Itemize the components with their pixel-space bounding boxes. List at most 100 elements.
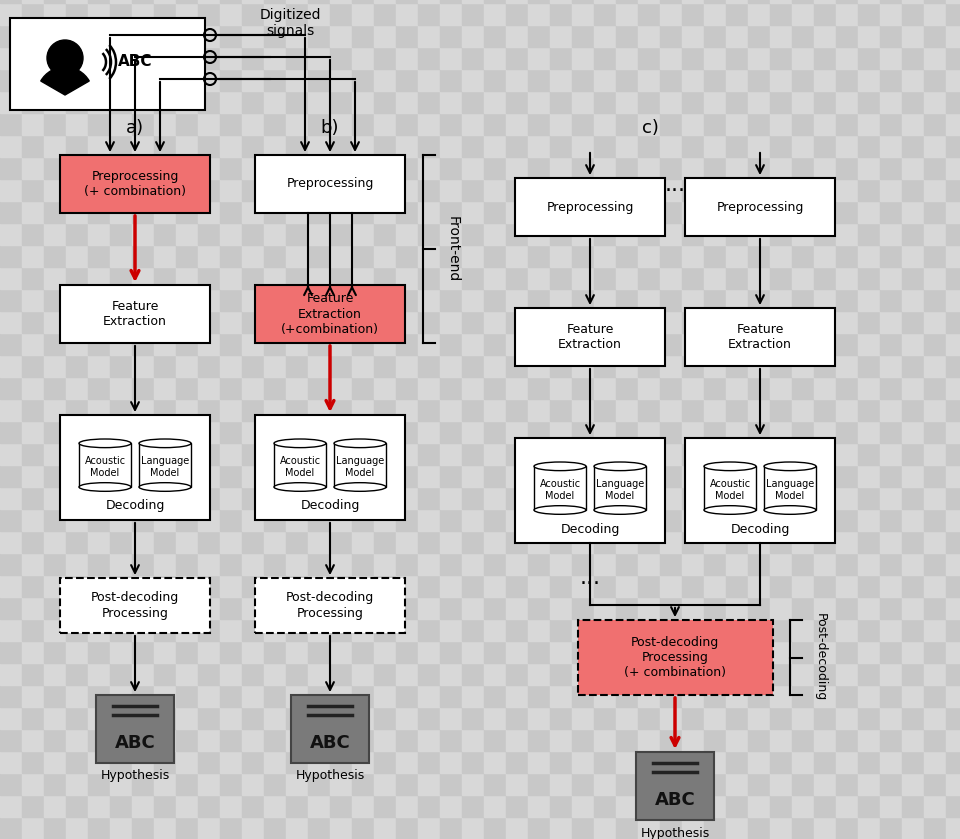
- Bar: [682, 355, 704, 377]
- Bar: [154, 795, 176, 817]
- Bar: [880, 465, 902, 487]
- Bar: [506, 289, 528, 311]
- Bar: [176, 465, 198, 487]
- Bar: [924, 25, 946, 47]
- Bar: [594, 685, 616, 707]
- Bar: [792, 0, 814, 3]
- Bar: [858, 751, 880, 773]
- Bar: [198, 729, 220, 751]
- Bar: [0, 69, 22, 91]
- Bar: [880, 333, 902, 355]
- Bar: [242, 25, 264, 47]
- Bar: [506, 553, 528, 575]
- Bar: [132, 751, 154, 773]
- Text: ABC: ABC: [655, 791, 695, 809]
- Bar: [792, 685, 814, 707]
- Bar: [704, 817, 726, 839]
- Bar: [308, 487, 330, 509]
- Bar: [396, 399, 418, 421]
- Bar: [0, 113, 22, 135]
- Bar: [440, 135, 462, 157]
- Bar: [550, 3, 572, 25]
- Bar: [264, 663, 286, 685]
- Bar: [682, 3, 704, 25]
- Bar: [418, 113, 440, 135]
- Bar: [0, 773, 22, 795]
- Bar: [792, 795, 814, 817]
- Bar: [924, 0, 946, 3]
- Bar: [880, 267, 902, 289]
- Bar: [0, 333, 22, 355]
- Bar: [440, 69, 462, 91]
- Bar: [836, 355, 858, 377]
- Bar: [858, 377, 880, 399]
- Bar: [638, 531, 660, 553]
- Bar: [836, 47, 858, 69]
- Bar: [550, 135, 572, 157]
- Bar: [242, 773, 264, 795]
- Bar: [374, 245, 396, 267]
- Bar: [726, 245, 748, 267]
- Bar: [770, 333, 792, 355]
- Bar: [176, 707, 198, 729]
- Bar: [814, 399, 836, 421]
- Bar: [110, 3, 132, 25]
- Bar: [132, 685, 154, 707]
- Bar: [198, 795, 220, 817]
- Bar: [858, 245, 880, 267]
- Bar: [0, 223, 22, 245]
- Bar: [660, 663, 682, 685]
- Bar: [308, 443, 330, 465]
- Bar: [308, 773, 330, 795]
- Bar: [418, 377, 440, 399]
- Bar: [924, 157, 946, 179]
- Bar: [0, 575, 22, 597]
- Bar: [484, 663, 506, 685]
- Bar: [748, 443, 770, 465]
- Bar: [0, 47, 22, 69]
- Bar: [594, 443, 616, 465]
- Bar: [110, 509, 132, 531]
- Bar: [858, 685, 880, 707]
- Bar: [462, 553, 484, 575]
- Bar: [924, 113, 946, 135]
- Bar: [110, 355, 132, 377]
- Bar: [704, 663, 726, 685]
- Bar: [0, 465, 22, 487]
- Bar: [858, 311, 880, 333]
- Bar: [748, 3, 770, 25]
- Bar: [704, 443, 726, 465]
- Bar: [924, 201, 946, 223]
- Bar: [924, 421, 946, 443]
- Bar: [0, 399, 22, 421]
- Bar: [88, 245, 110, 267]
- Bar: [528, 223, 550, 245]
- Bar: [88, 333, 110, 355]
- Bar: [924, 355, 946, 377]
- Bar: [176, 531, 198, 553]
- Bar: [660, 553, 682, 575]
- Bar: [880, 47, 902, 69]
- Bar: [946, 201, 960, 223]
- Bar: [44, 729, 66, 751]
- Bar: [154, 773, 176, 795]
- Bar: [836, 267, 858, 289]
- Bar: [946, 267, 960, 289]
- Bar: [330, 575, 352, 597]
- Bar: [946, 575, 960, 597]
- Bar: [616, 619, 638, 641]
- Bar: [286, 311, 308, 333]
- Bar: [880, 421, 902, 443]
- Bar: [660, 157, 682, 179]
- Bar: [946, 597, 960, 619]
- Bar: [572, 795, 594, 817]
- Bar: [352, 333, 374, 355]
- Bar: [528, 817, 550, 839]
- Text: Preprocessing
(+ combination): Preprocessing (+ combination): [84, 170, 186, 198]
- Bar: [264, 179, 286, 201]
- Bar: [682, 707, 704, 729]
- Bar: [616, 443, 638, 465]
- Bar: [176, 223, 198, 245]
- Bar: [44, 707, 66, 729]
- Bar: [396, 509, 418, 531]
